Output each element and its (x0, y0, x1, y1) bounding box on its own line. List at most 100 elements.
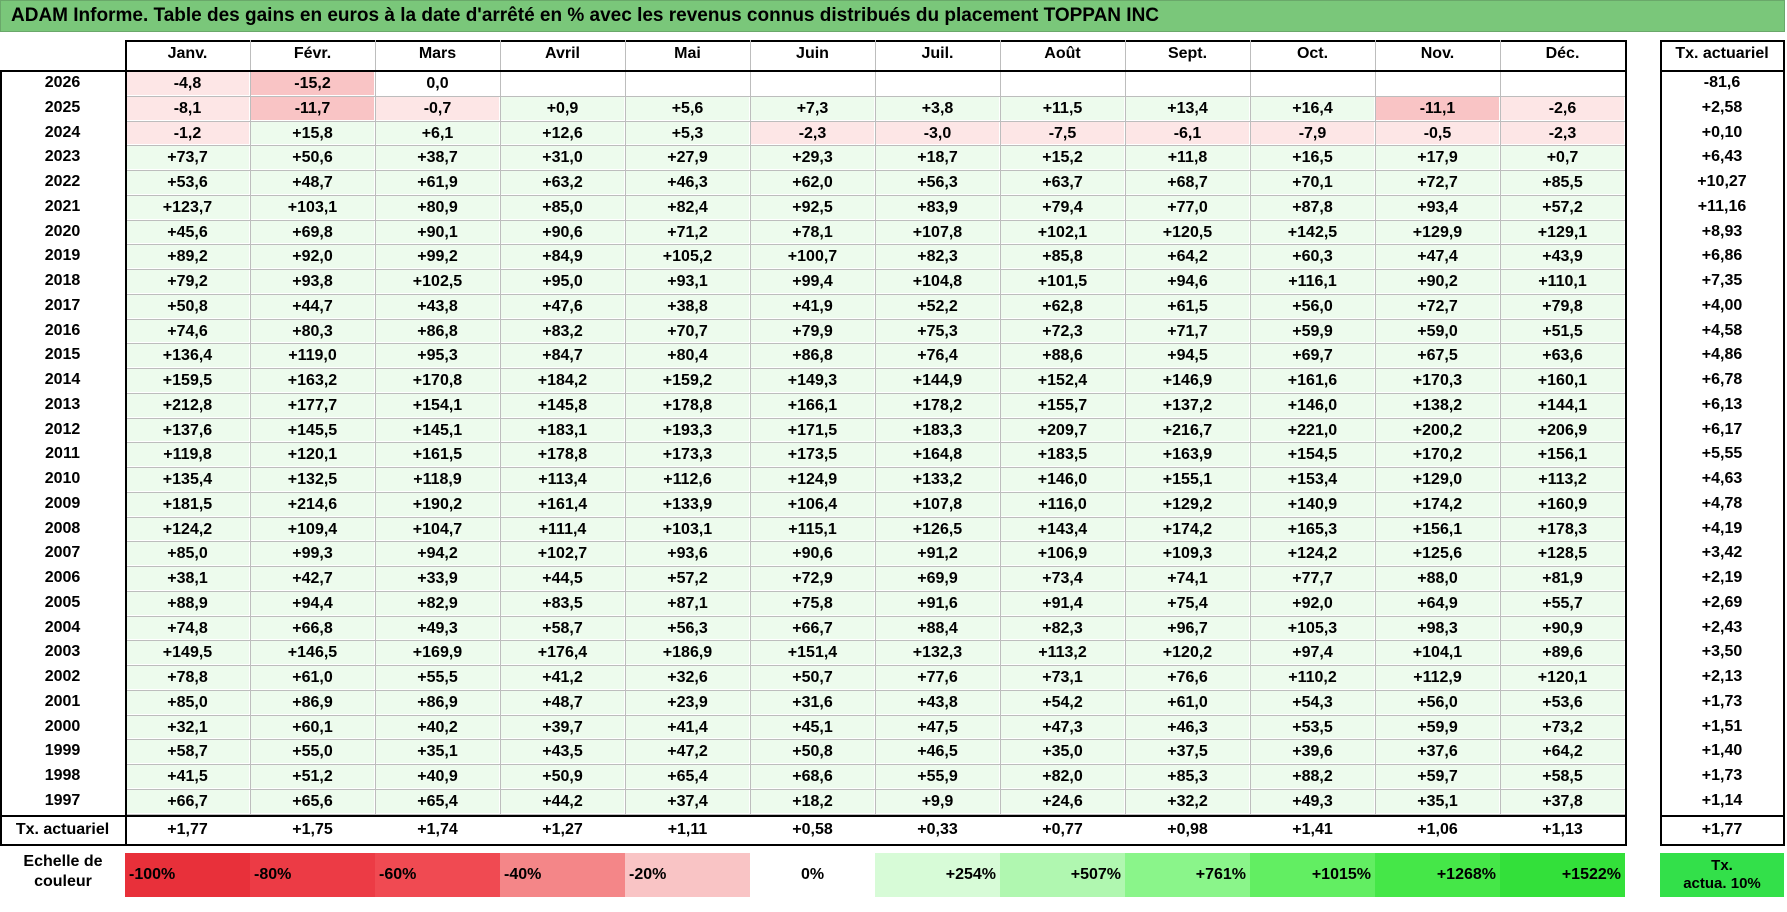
grid-line (1125, 71, 1126, 814)
gain-cell: +43,8 (876, 690, 999, 714)
gain-cell: +61,9 (376, 171, 499, 194)
gain-cell: +101,5 (1001, 270, 1124, 293)
gain-cell: +183,3 (876, 418, 999, 442)
border-line (125, 40, 127, 844)
border-line (1783, 40, 1785, 846)
gain-cell: +88,0 (1376, 567, 1499, 590)
gain-cell: +149,5 (126, 641, 249, 664)
month-header: Avril (545, 45, 580, 62)
gain-cell: +86,8 (751, 344, 874, 367)
gain-cell: +60,3 (1251, 245, 1374, 268)
year-label: 2025 (44, 98, 81, 116)
gain-cell: +178,8 (501, 443, 624, 466)
year-label: 2020 (44, 222, 81, 240)
gain-cell: +66,8 (251, 616, 374, 640)
gain-cell: +56,3 (626, 616, 749, 640)
gain-cell: +47,4 (1376, 245, 1499, 268)
gain-cell: +183,5 (1001, 443, 1124, 466)
gain-cell: +156,1 (1501, 443, 1624, 466)
gain-cell: +214,6 (251, 492, 374, 516)
gain-cell: +6,1 (376, 121, 499, 145)
tx-actuariel-cell: +4,86 (1701, 346, 1743, 364)
grid-line (375, 71, 376, 814)
border-line (1660, 814, 1784, 817)
gain-cell: +13,4 (1126, 96, 1249, 120)
grid-line (250, 40, 251, 70)
gain-cell: +78,8 (126, 666, 249, 689)
gain-cell: +50,6 (251, 146, 374, 169)
gain-cell: +38,7 (376, 146, 499, 169)
gain-cell: +50,8 (751, 740, 874, 763)
gain-cell: +58,7 (126, 740, 249, 763)
gain-cell: +90,2 (1376, 270, 1499, 293)
gain-cell: +66,7 (751, 616, 874, 640)
gain-cell: +109,4 (251, 517, 374, 541)
gain-cell: +47,3 (1001, 715, 1124, 739)
year-label: 2009 (44, 494, 81, 512)
year-label: 1999 (44, 742, 81, 760)
gain-cell: +142,5 (1251, 220, 1374, 244)
gain-cell: +154,1 (376, 393, 499, 417)
gain-cell: +55,5 (376, 666, 499, 689)
tx-actuariel-cell: +3,42 (1701, 544, 1743, 562)
month-header: Août (1044, 45, 1081, 62)
footer-tx-total: +1,77 (1701, 820, 1743, 838)
gain-cell: +86,9 (376, 690, 499, 714)
gain-cell (1251, 72, 1374, 95)
grid-line (1375, 40, 1376, 70)
gain-cell: +37,5 (1126, 740, 1249, 763)
gain-cell: +104,8 (876, 270, 999, 293)
gain-cell: +0,7 (1501, 146, 1624, 169)
gain-cell: +38,1 (126, 567, 249, 590)
gain-cell: +129,2 (1126, 492, 1249, 516)
gain-cell: +41,2 (501, 666, 624, 689)
border-line (0, 70, 1625, 72)
gain-cell: +174,2 (1376, 492, 1499, 516)
gain-cell: +48,7 (501, 690, 624, 714)
gain-cell: +15,2 (1001, 146, 1124, 169)
gain-cell: +47,6 (501, 294, 624, 318)
gain-cell: +138,2 (1376, 393, 1499, 417)
year-label: 2008 (44, 519, 81, 537)
gain-cell: +67,5 (1376, 344, 1499, 367)
gain-cell: +85,3 (1126, 765, 1249, 788)
gain-cell: +170,2 (1376, 443, 1499, 466)
gain-cell: +51,5 (1501, 319, 1624, 343)
gain-cell: +93,4 (1376, 195, 1499, 219)
gain-cell: +144,9 (876, 369, 999, 392)
gain-cell: +65,4 (626, 765, 749, 788)
footer-tx-cell: +0,33 (917, 820, 958, 838)
grid-line (750, 71, 751, 814)
gain-cell (1501, 72, 1624, 95)
color-scale-swatch: +761% (1125, 853, 1250, 897)
gain-cell: +72,3 (1001, 319, 1124, 343)
gain-cell: +82,9 (376, 591, 499, 615)
gain-cell: +82,4 (626, 195, 749, 219)
gain-cell: +64,2 (1501, 740, 1624, 763)
gain-cell: +163,9 (1126, 443, 1249, 466)
gain-cell: +85,5 (1501, 171, 1624, 194)
border-line (1625, 40, 1627, 846)
gain-cell: +45,6 (126, 220, 249, 244)
gain-cell: +55,9 (876, 765, 999, 788)
gain-cell: +106,9 (1001, 542, 1124, 565)
gain-cell: +43,5 (501, 740, 624, 763)
gain-cell: +75,3 (876, 319, 999, 343)
gain-cell: +161,6 (1251, 369, 1374, 392)
gain-cell: +65,6 (251, 789, 374, 813)
color-scale-swatch: +1522% (1500, 853, 1625, 897)
grid-line (875, 40, 876, 70)
grid-line (1500, 71, 1501, 814)
year-label: 2014 (44, 371, 81, 388)
gain-cell: +193,3 (626, 418, 749, 442)
color-scale-swatch: +507% (1000, 853, 1125, 897)
year-label: 2024 (44, 123, 81, 141)
gain-cell: +102,1 (1001, 220, 1124, 244)
gain-cell: +170,8 (376, 369, 499, 392)
grid-line (1250, 71, 1251, 814)
grid-line (1250, 40, 1251, 70)
gain-cell: +96,7 (1126, 616, 1249, 640)
gain-cell: +56,0 (1376, 690, 1499, 714)
gain-cell: +75,4 (1126, 591, 1249, 615)
gain-cell: +71,7 (1126, 319, 1249, 343)
